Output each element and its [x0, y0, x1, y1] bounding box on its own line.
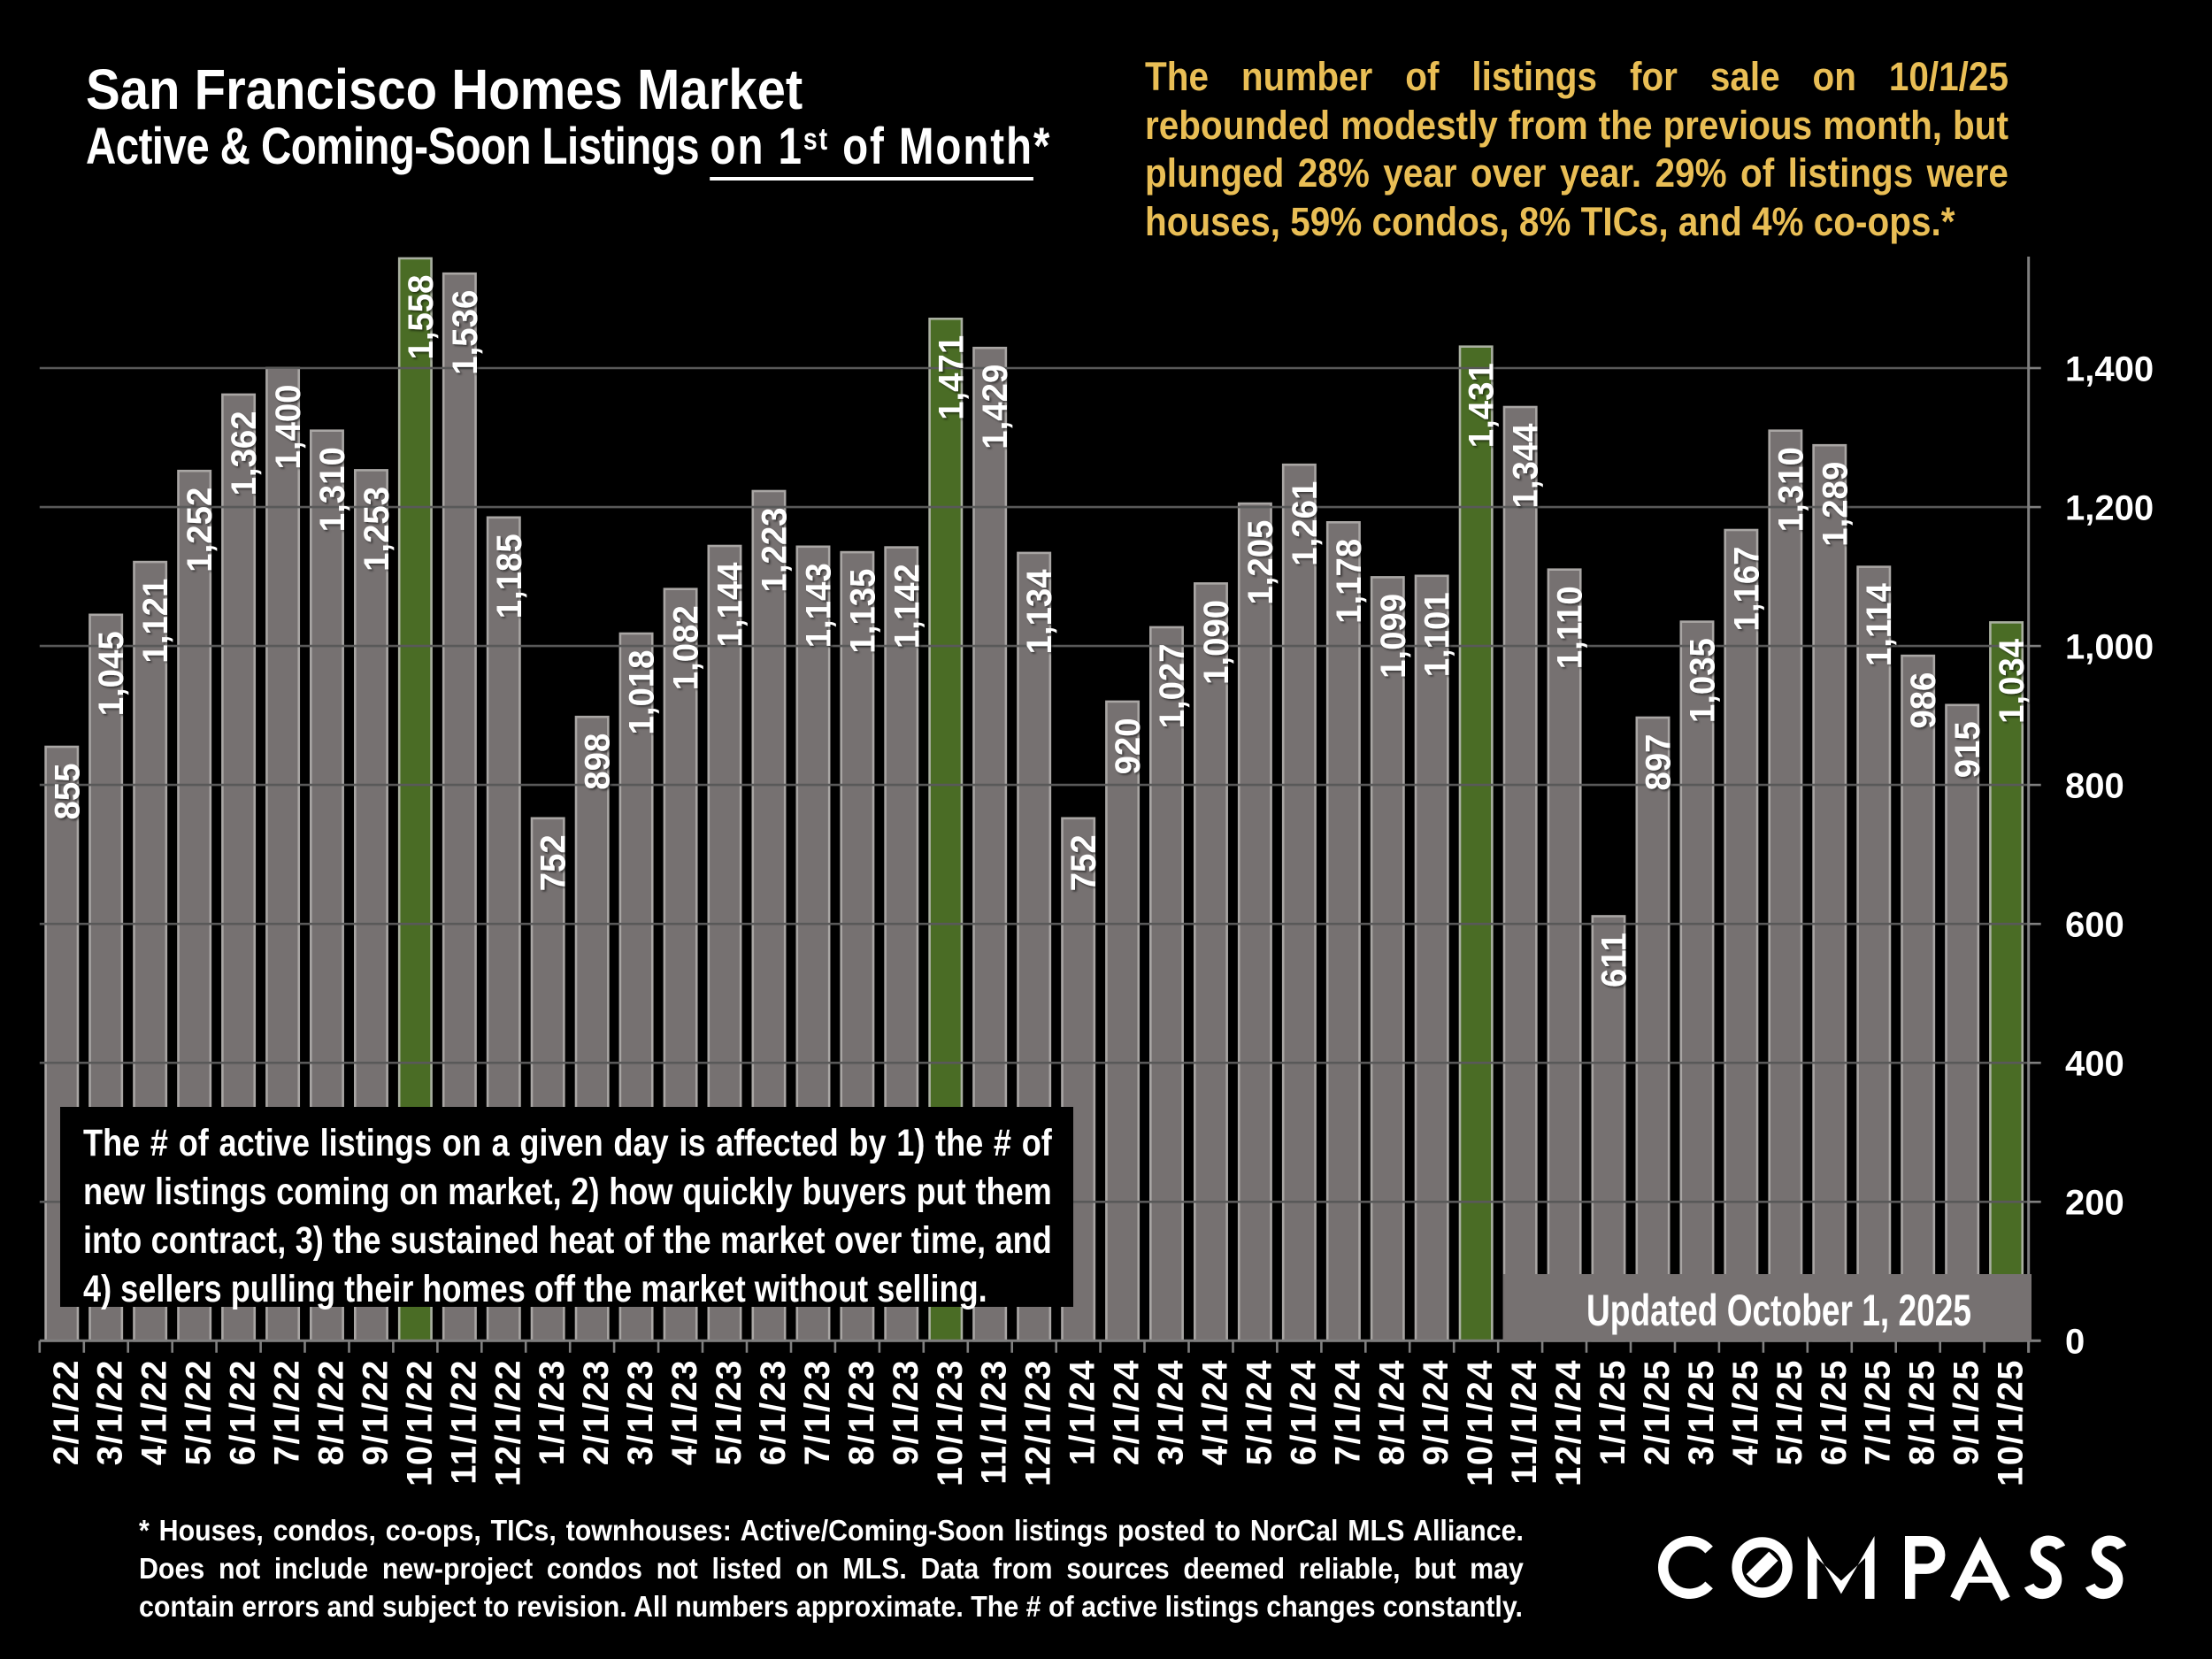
svg-text:2/1/23: 2/1/23 [577, 1359, 616, 1465]
svg-text:6/1/25: 6/1/25 [1815, 1359, 1854, 1465]
svg-text:1,000: 1,000 [2065, 627, 2154, 666]
svg-text:4/1/24: 4/1/24 [1196, 1359, 1235, 1465]
svg-text:7/1/22: 7/1/22 [268, 1359, 307, 1465]
svg-text:1,362: 1,362 [225, 411, 264, 495]
svg-text:6/1/24: 6/1/24 [1284, 1359, 1323, 1465]
svg-text:Updated October 1, 2025: Updated October 1, 2025 [1586, 1286, 1971, 1335]
svg-text:5/1/25: 5/1/25 [1770, 1359, 1809, 1465]
svg-text:7/1/24: 7/1/24 [1328, 1359, 1367, 1465]
svg-text:1,121: 1,121 [136, 579, 175, 664]
svg-text:986: 986 [1904, 672, 1943, 729]
svg-text:1,400: 1,400 [269, 385, 308, 470]
svg-text:6/1/23: 6/1/23 [754, 1359, 793, 1465]
svg-text:1,110: 1,110 [1551, 586, 1590, 669]
svg-text:611: 611 [1595, 933, 1634, 987]
svg-text:1,200: 1,200 [2065, 488, 2154, 527]
svg-text:1,035: 1,035 [1683, 638, 1722, 723]
svg-text:1,261: 1,261 [1286, 481, 1325, 566]
svg-text:1,167: 1,167 [1727, 546, 1766, 631]
svg-text:8/1/22: 8/1/22 [312, 1359, 351, 1465]
svg-text:10/1/24: 10/1/24 [1461, 1359, 1500, 1486]
svg-text:9/1/24: 9/1/24 [1417, 1359, 1455, 1465]
svg-text:11/1/22: 11/1/22 [444, 1359, 483, 1485]
svg-text:9/1/22: 9/1/22 [356, 1359, 395, 1465]
svg-text:1/1/23: 1/1/23 [533, 1359, 572, 1465]
svg-text:800: 800 [2065, 766, 2124, 805]
svg-text:1,400: 1,400 [2065, 349, 2154, 388]
svg-text:1,082: 1,082 [667, 605, 706, 690]
svg-text:855: 855 [48, 764, 87, 820]
svg-text:1/1/24: 1/1/24 [1064, 1359, 1102, 1465]
svg-text:2/1/25: 2/1/25 [1638, 1359, 1677, 1465]
svg-text:10/1/22: 10/1/22 [400, 1359, 439, 1486]
svg-text:1,143: 1,143 [799, 563, 838, 648]
svg-text:11/1/23: 11/1/23 [975, 1359, 1014, 1485]
svg-text:752: 752 [1064, 834, 1103, 891]
svg-text:4/1/23: 4/1/23 [665, 1359, 704, 1465]
svg-text:897: 897 [1640, 734, 1678, 791]
svg-text:2/1/24: 2/1/24 [1108, 1359, 1147, 1465]
svg-text:12/1/24: 12/1/24 [1549, 1359, 1588, 1486]
svg-text:1,429: 1,429 [976, 365, 1015, 449]
svg-text:1,344: 1,344 [1507, 423, 1546, 509]
svg-text:1,558: 1,558 [402, 275, 441, 360]
svg-text:4/1/22: 4/1/22 [135, 1359, 174, 1465]
svg-text:1,045: 1,045 [92, 631, 131, 716]
svg-text:0: 0 [2065, 1323, 2085, 1362]
svg-text:3/1/24: 3/1/24 [1152, 1359, 1191, 1465]
svg-text:5/1/24: 5/1/24 [1240, 1359, 1279, 1465]
svg-text:8/1/25: 8/1/25 [1903, 1359, 1942, 1465]
svg-text:1,034: 1,034 [1993, 638, 2032, 724]
svg-text:8/1/23: 8/1/23 [842, 1359, 881, 1465]
svg-text:1,099: 1,099 [1374, 594, 1413, 679]
svg-text:1,310: 1,310 [313, 447, 352, 532]
svg-text:10/1/23: 10/1/23 [931, 1359, 970, 1486]
svg-text:9/1/23: 9/1/23 [887, 1359, 926, 1465]
svg-text:7/1/25: 7/1/25 [1859, 1359, 1898, 1465]
svg-text:1,252: 1,252 [180, 488, 219, 572]
svg-text:1,310: 1,310 [1771, 447, 1810, 532]
svg-text:1,027: 1,027 [1153, 643, 1192, 728]
svg-text:400: 400 [2065, 1045, 2124, 1084]
svg-text:752: 752 [534, 834, 573, 891]
svg-text:7/1/23: 7/1/23 [798, 1359, 837, 1465]
svg-text:11/1/24: 11/1/24 [1505, 1359, 1544, 1485]
svg-text:10/1/25: 10/1/25 [1992, 1359, 2031, 1486]
svg-text:12/1/22: 12/1/22 [488, 1359, 527, 1486]
svg-text:3/1/25: 3/1/25 [1682, 1359, 1721, 1465]
svg-text:9/1/25: 9/1/25 [1947, 1359, 1986, 1465]
svg-text:1,223: 1,223 [756, 508, 795, 593]
svg-text:2/1/22: 2/1/22 [47, 1359, 86, 1465]
svg-text:898: 898 [579, 733, 618, 790]
svg-text:600: 600 [2065, 906, 2124, 945]
svg-text:1,471: 1,471 [932, 335, 971, 420]
svg-text:1/1/25: 1/1/25 [1594, 1359, 1632, 1465]
svg-text:920: 920 [1109, 718, 1148, 774]
svg-text:3/1/23: 3/1/23 [621, 1359, 660, 1465]
svg-text:1,205: 1,205 [1241, 520, 1280, 605]
svg-text:1,142: 1,142 [887, 564, 926, 649]
svg-text:200: 200 [2065, 1184, 2124, 1223]
svg-text:1,135: 1,135 [843, 569, 882, 654]
svg-text:8/1/24: 8/1/24 [1372, 1359, 1411, 1465]
svg-text:5/1/22: 5/1/22 [180, 1359, 219, 1465]
svg-text:1,090: 1,090 [1197, 600, 1236, 685]
svg-text:6/1/22: 6/1/22 [224, 1359, 263, 1465]
svg-text:915: 915 [1948, 721, 1987, 778]
svg-text:1,431: 1,431 [1463, 363, 1502, 448]
svg-text:1,185: 1,185 [490, 534, 529, 618]
svg-text:1,114: 1,114 [1860, 582, 1899, 666]
svg-text:1,289: 1,289 [1816, 462, 1855, 547]
svg-text:3/1/22: 3/1/22 [91, 1359, 130, 1465]
svg-text:4/1/25: 4/1/25 [1726, 1359, 1765, 1465]
svg-text:5/1/23: 5/1/23 [710, 1359, 749, 1465]
svg-text:1,253: 1,253 [357, 487, 396, 572]
svg-text:1,144: 1,144 [711, 562, 750, 648]
svg-text:12/1/23: 12/1/23 [1019, 1359, 1058, 1486]
svg-text:1,134: 1,134 [1020, 569, 1059, 655]
svg-text:1,536: 1,536 [446, 290, 485, 375]
svg-text:1,101: 1,101 [1418, 592, 1457, 677]
svg-text:1,178: 1,178 [1330, 539, 1369, 624]
svg-text:1,018: 1,018 [623, 650, 662, 735]
